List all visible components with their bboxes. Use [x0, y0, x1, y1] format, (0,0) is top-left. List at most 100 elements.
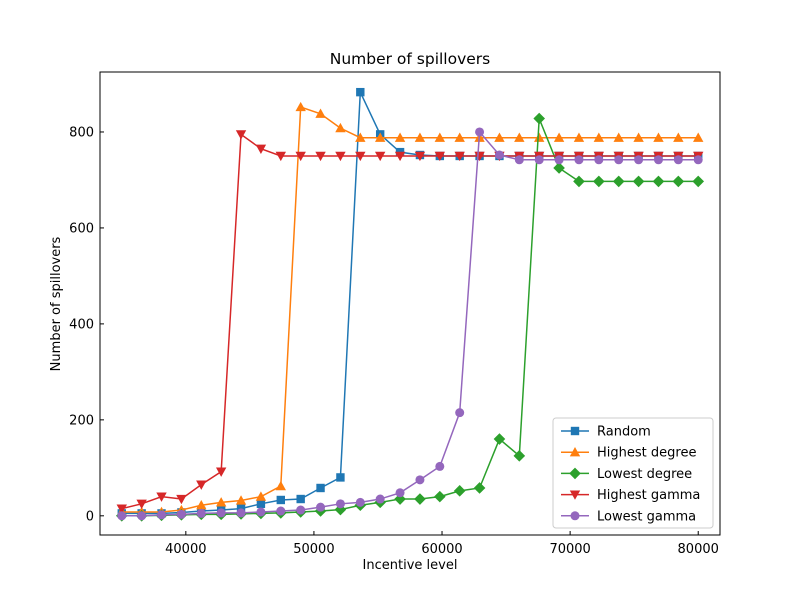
data-point-highest-gamma — [156, 492, 167, 502]
data-point-lowest-gamma — [395, 488, 405, 498]
legend-label: Random — [597, 425, 651, 440]
data-point-highest-gamma — [474, 151, 485, 162]
data-point-highest-gamma — [215, 467, 227, 477]
data-point-highest-degree — [514, 132, 525, 142]
data-point-highest-degree — [454, 132, 465, 142]
data-point-highest-gamma — [335, 151, 346, 162]
data-point-lowest-degree — [593, 175, 605, 188]
data-point-lowest-gamma — [594, 155, 604, 165]
data-point-lowest-degree — [632, 175, 645, 188]
x-tick-label: 50000 — [293, 542, 334, 557]
data-point-lowest-gamma — [276, 506, 286, 516]
data-point-lowest-degree — [434, 490, 446, 503]
data-point-highest-degree — [196, 500, 207, 510]
data-point-lowest-gamma — [514, 155, 524, 165]
data-point-highest-degree — [414, 132, 426, 142]
data-point-lowest-degree — [473, 482, 486, 494]
data-point-lowest-gamma — [256, 507, 266, 517]
data-point-highest-gamma — [196, 480, 207, 490]
data-point-lowest-gamma — [216, 508, 226, 518]
data-point-highest-degree — [494, 132, 505, 142]
data-point-random — [336, 473, 345, 482]
x-tick-label: 80000 — [678, 542, 719, 557]
data-point-lowest-gamma — [614, 155, 624, 165]
data-point-highest-degree — [593, 132, 605, 142]
plot-area: 40000 50000 60000 70000 80000 0 200 400 600 800 — [69, 71, 721, 557]
data-point-highest-degree — [215, 497, 227, 507]
axes-frame — [99, 71, 721, 536]
data-point-highest-degree — [693, 132, 704, 142]
data-point-random — [356, 87, 365, 97]
data-point-highest-degree — [295, 101, 306, 112]
data-point-highest-degree — [235, 495, 247, 505]
data-point-lowest-degree — [652, 175, 665, 188]
data-point-highest-degree — [355, 132, 366, 142]
data-point-highest-gamma — [116, 504, 127, 514]
data-point-lowest-gamma — [335, 499, 345, 509]
series-line-highest-degree — [121, 105, 699, 513]
legend-marker — [570, 426, 580, 436]
data-point-highest-degree — [633, 132, 644, 142]
legend-box — [552, 417, 714, 529]
data-point-lowest-degree — [612, 175, 625, 188]
y-axis-label: Number of spillovers — [49, 236, 64, 371]
data-point-highest-gamma — [176, 494, 187, 505]
data-point-highest-gamma — [315, 151, 326, 162]
legend-label: Lowest degree — [597, 467, 692, 482]
data-point-random — [276, 495, 285, 505]
data-point-highest-gamma — [434, 151, 446, 162]
data-point-lowest-gamma — [494, 150, 504, 160]
data-point-highest-gamma — [275, 151, 286, 162]
data-point-highest-degree — [394, 132, 406, 142]
x-tick-label: 60000 — [421, 542, 462, 557]
data-point-highest-degree — [275, 480, 286, 491]
x-tick-label: 40000 — [165, 542, 206, 557]
legend-item-lowest-gamma: Lowest gamma — [561, 509, 696, 524]
data-point-highest-gamma — [136, 499, 147, 510]
series-lowest-gamma — [117, 127, 703, 521]
data-point-lowest-gamma — [375, 494, 385, 504]
legend: Random Highest degree Lowest degree Highest… — [552, 417, 714, 529]
y-tick-label: 600 — [69, 221, 94, 236]
data-point-lowest-degree — [513, 450, 526, 462]
legend-label: Highest gamma — [597, 488, 700, 503]
data-point-lowest-gamma — [157, 510, 167, 520]
data-point-highest-degree — [673, 132, 684, 142]
data-point-highest-gamma — [374, 151, 386, 162]
data-point-lowest-degree — [692, 175, 705, 188]
x-tick-label: 70000 — [549, 542, 590, 557]
data-point-lowest-gamma — [355, 497, 365, 507]
data-point-highest-degree — [613, 132, 624, 142]
legend-item-lowest-degree: Lowest degree — [561, 467, 692, 482]
y-tick-label: 400 — [69, 317, 94, 332]
legend-marker — [570, 511, 580, 521]
data-point-highest-degree — [255, 491, 267, 501]
data-point-lowest-gamma — [117, 511, 127, 521]
data-point-lowest-gamma — [693, 155, 703, 165]
data-point-lowest-gamma — [137, 511, 147, 521]
data-point-lowest-degree — [553, 162, 565, 174]
y-tick-label: 200 — [69, 413, 94, 428]
legend-item-random: Random — [561, 425, 651, 440]
data-point-highest-gamma — [255, 144, 267, 154]
data-point-highest-degree — [315, 108, 326, 118]
data-point-lowest-gamma — [296, 505, 306, 515]
data-point-lowest-gamma — [534, 155, 544, 165]
data-point-lowest-gamma — [653, 155, 663, 165]
chart-title: Number of spillovers — [330, 50, 491, 68]
data-point-lowest-gamma — [236, 508, 246, 518]
data-point-highest-degree — [534, 132, 545, 142]
legend-item-highest-degree: Highest degree — [561, 446, 696, 461]
data-point-lowest-gamma — [554, 155, 564, 165]
data-point-lowest-gamma — [435, 461, 445, 471]
y-tick-label: 0 — [86, 509, 94, 524]
data-point-random — [256, 499, 266, 509]
data-point-random — [296, 494, 305, 504]
data-point-highest-degree — [335, 122, 346, 133]
data-point-lowest-gamma — [176, 509, 186, 519]
data-point-highest-degree — [434, 132, 446, 142]
legend-marker — [569, 467, 581, 480]
data-point-highest-degree — [653, 132, 664, 142]
data-point-lowest-gamma — [415, 475, 425, 485]
